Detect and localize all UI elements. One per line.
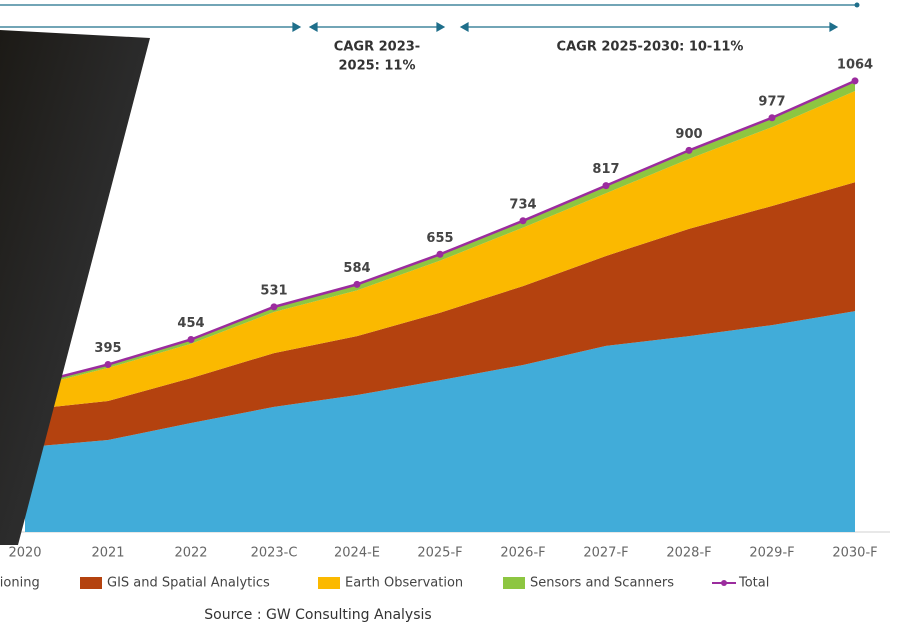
legend-swatch (503, 577, 525, 589)
area (25, 182, 855, 448)
annotation: CAGR 2023- (334, 40, 420, 55)
legend-swatch (318, 577, 340, 589)
area (25, 311, 855, 532)
total-point (436, 250, 444, 258)
data-label: 900 (675, 127, 702, 142)
legend-label: Earth Observation (345, 576, 463, 591)
x-tick-label: 2026-F (500, 546, 545, 561)
total-point (851, 77, 859, 85)
plot: 3453954545315846557348179009771064202020… (0, 57, 890, 561)
x-tick-label: 2021 (91, 546, 124, 561)
total-point (353, 280, 361, 288)
x-tick-label: 2030-F (832, 546, 877, 561)
source: Source : GW Consulting Analysis (204, 607, 431, 623)
data-label: 395 (94, 341, 121, 356)
data-label: 817 (592, 162, 619, 177)
legend-label: Sensors and Scanners (530, 576, 674, 591)
data-label: 531 (260, 283, 287, 298)
x-tick-label: 2020 (8, 546, 41, 561)
area (25, 91, 855, 410)
total-point (602, 182, 610, 190)
x-tick-label: 2028-F (666, 546, 711, 561)
total-point (187, 336, 195, 344)
x-tick-label: 2029-F (749, 546, 794, 561)
legend-dot (721, 580, 727, 586)
photo-overlay (0, 30, 150, 545)
legend: Positioning GIS and Spatial Analytics Eart… (0, 576, 769, 591)
total-point (768, 114, 776, 122)
x-tick-label: 2027-F (583, 546, 628, 561)
legend-label: Positioning (0, 576, 40, 591)
data-label: 977 (758, 94, 785, 109)
rule-dot (854, 2, 860, 8)
legend-swatch (80, 577, 102, 589)
data-label: 734 (509, 197, 536, 212)
annotation: 2025: 11% (338, 59, 415, 74)
x-tick-label: 2025-F (417, 546, 462, 561)
data-label: 584 (343, 261, 370, 276)
data-label: 655 (426, 231, 453, 246)
total-point (685, 146, 693, 154)
total-point (270, 303, 278, 311)
x-tick-label: 2023-C (251, 546, 298, 561)
data-label: 1064 (837, 57, 873, 72)
total-point (104, 361, 112, 369)
data-label: 454 (177, 316, 204, 331)
cagr-arrows (0, 21, 839, 33)
x-tick-label: 2022 (174, 546, 207, 561)
legend-label: Total (738, 576, 769, 591)
total-point (519, 217, 527, 225)
annotation: CAGR 2025-2030: 10-11% (557, 40, 744, 55)
x-tick-label: 2024-E (334, 546, 380, 561)
legend-label: GIS and Spatial Analytics (107, 576, 270, 591)
